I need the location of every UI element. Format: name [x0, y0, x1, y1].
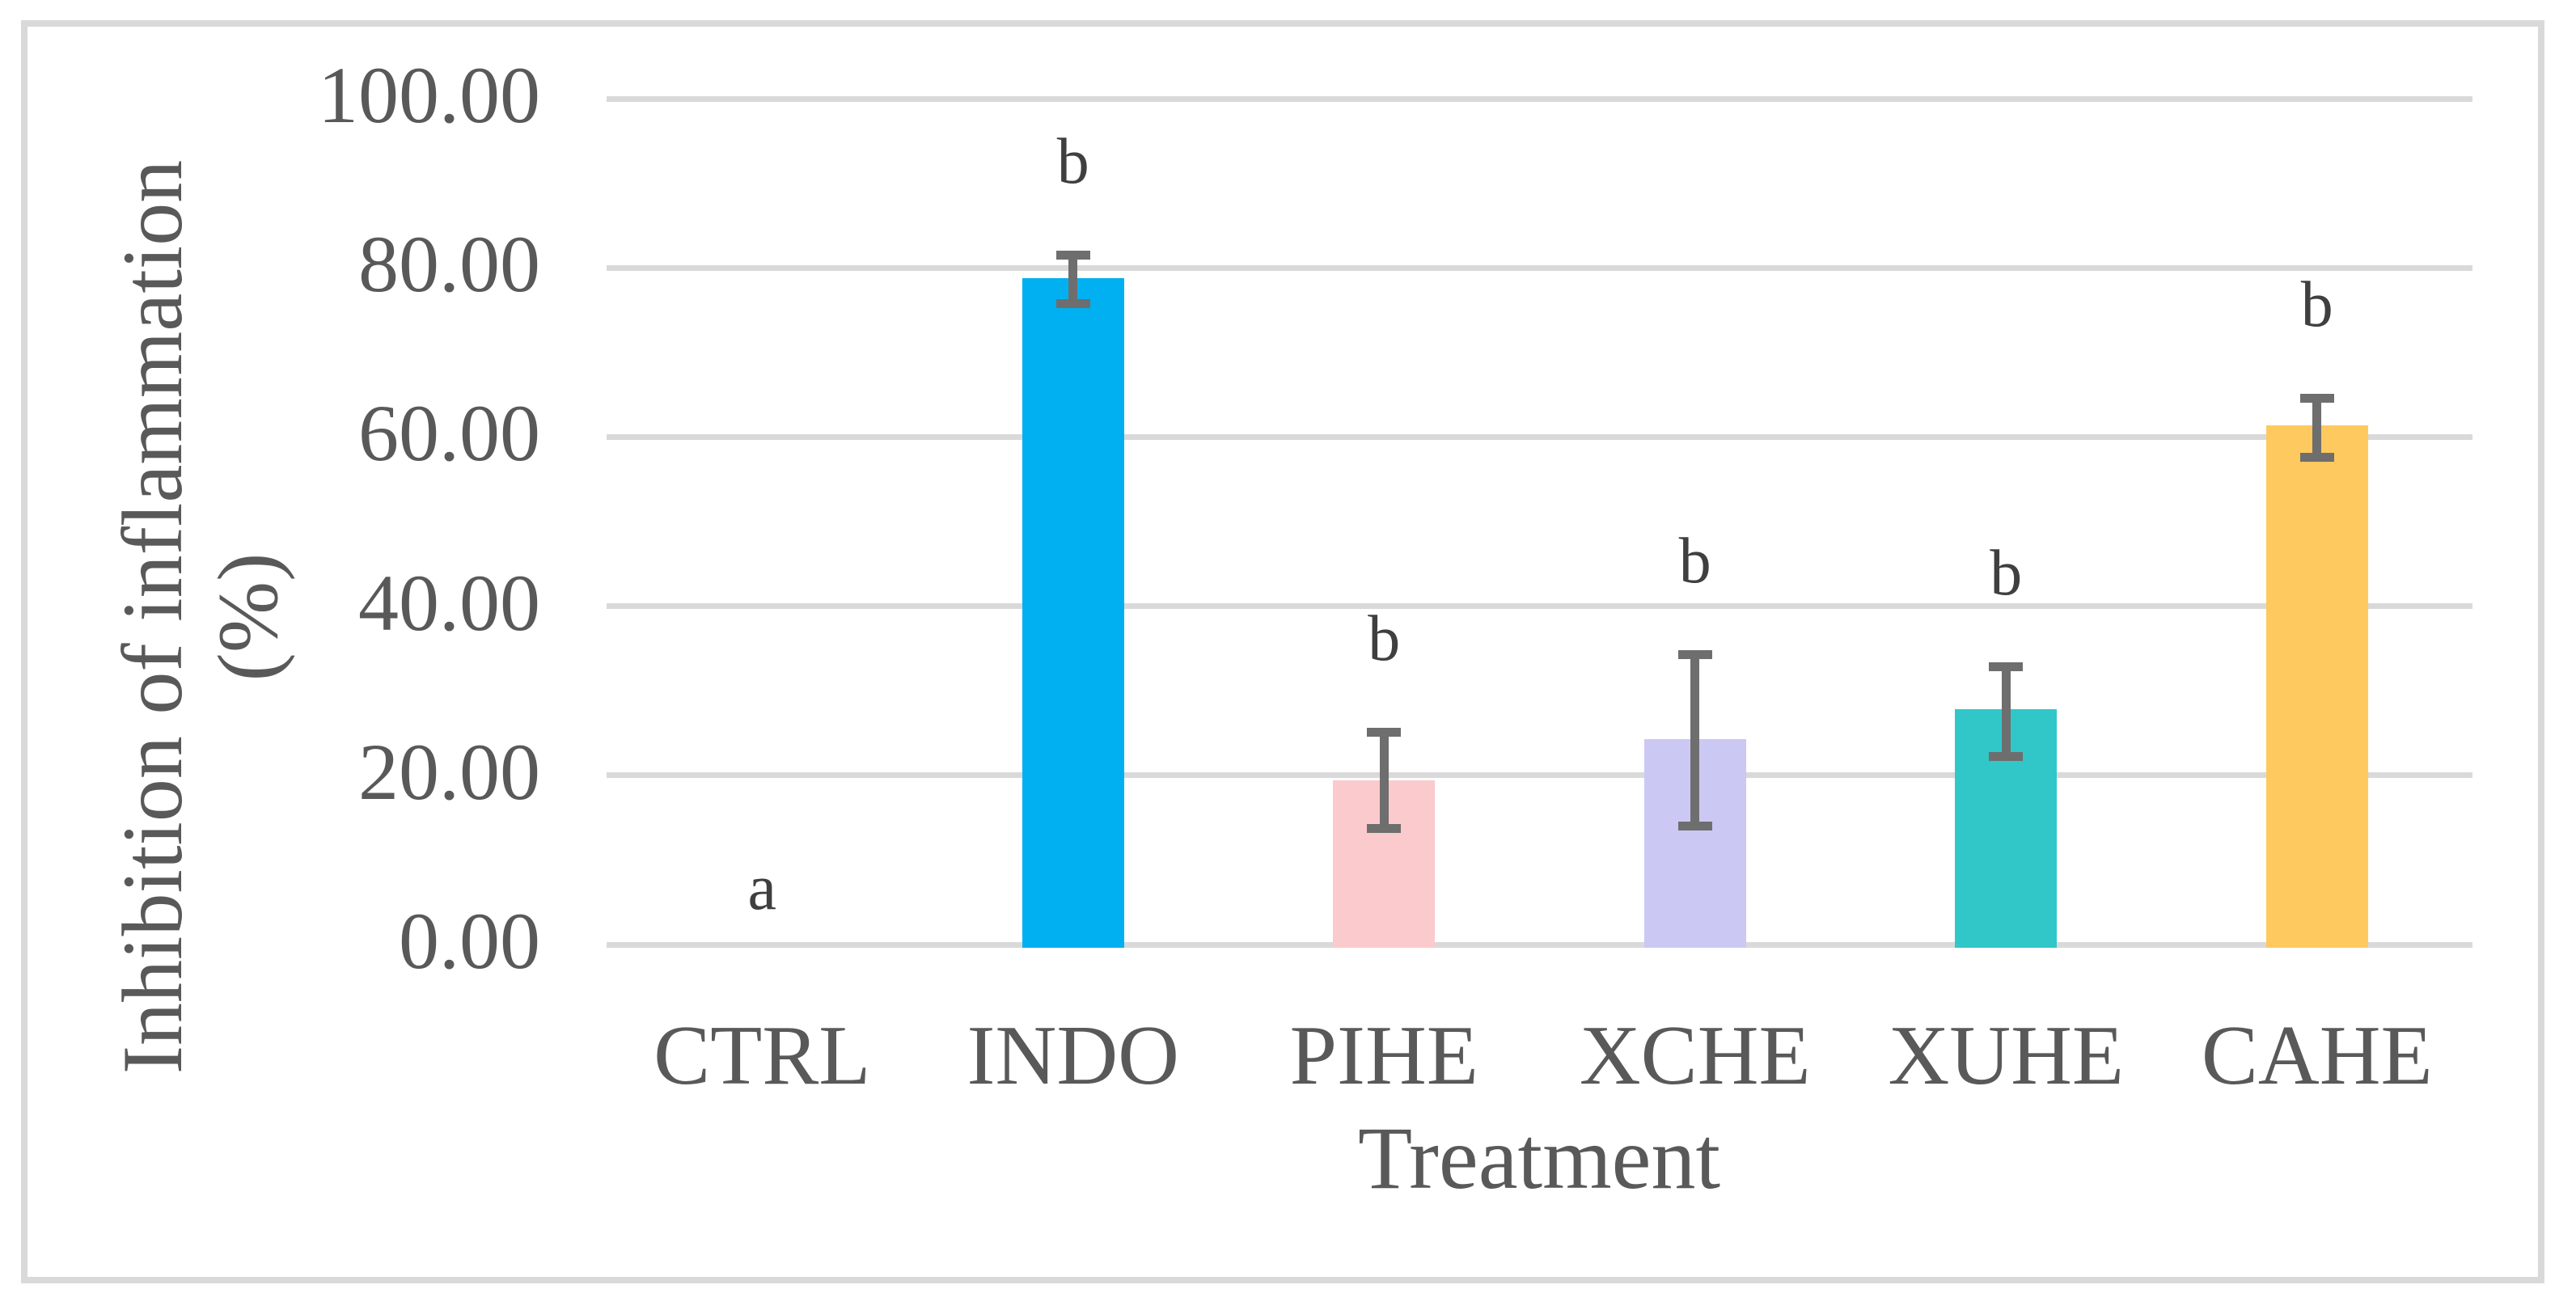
y-axis-tick-label: 40.00: [358, 557, 540, 648]
x-axis-title: Treatment: [1357, 1109, 1721, 1207]
sig-letter-pihe: b: [1368, 603, 1401, 675]
x-axis-tick-label-xuhe: XUHE: [1888, 1008, 2125, 1102]
gridline: [607, 433, 2472, 440]
sig-letter-xche: b: [1678, 525, 1711, 597]
error-bar-cap-top-indo: [1055, 251, 1090, 260]
error-bar-line-cahe: [2312, 394, 2322, 462]
chart-outer-border: [21, 20, 2544, 1283]
y-axis-title-text: Inhibition of inflammation (%): [105, 0, 296, 1264]
error-bar-line-xuhe: [2001, 661, 2011, 761]
x-axis-tick-label-ctrl: CTRL: [654, 1008, 871, 1102]
bar-indo: [1022, 277, 1124, 948]
gridline: [607, 772, 2472, 779]
error-bar-cap-bottom-pihe: [1367, 823, 1402, 833]
error-bar-line-xche: [1690, 649, 1700, 831]
y-axis-tick-label: 80.00: [358, 219, 540, 310]
y-axis-tick-label: 100.00: [318, 50, 540, 140]
sig-letter-indo: b: [1056, 126, 1089, 198]
sig-letter-xuhe: b: [1990, 537, 2023, 609]
error-bar-cap-bottom-xche: [1677, 821, 1712, 831]
sig-letter-cahe: b: [2300, 269, 2333, 341]
y-axis-title-line1: Inhibition of inflammation: [105, 159, 200, 1075]
error-bar-line-indo: [1068, 251, 1078, 309]
error-bar-cap-top-cahe: [2299, 394, 2334, 404]
error-bar-cap-bottom-xuhe: [1989, 752, 2024, 762]
y-axis-tick-label: 60.00: [358, 388, 540, 479]
y-axis-title-line2: (%): [201, 552, 295, 682]
error-bar-cap-bottom-cahe: [2299, 452, 2334, 462]
error-bar-cap-bottom-indo: [1055, 299, 1090, 309]
gridline: [607, 264, 2472, 271]
error-bar-cap-top-pihe: [1367, 728, 1402, 738]
y-axis-tick-label: 20.00: [358, 726, 540, 817]
sig-letter-ctrl: a: [747, 852, 777, 923]
x-axis-tick-label-indo: INDO: [967, 1008, 1179, 1102]
x-axis-tick-label-cahe: CAHE: [2201, 1008, 2433, 1102]
x-axis-tick-label-xche: XCHE: [1579, 1008, 1811, 1102]
error-bar-cap-top-xche: [1677, 649, 1712, 659]
gridline: [607, 941, 2472, 948]
error-bar-cap-top-xuhe: [1989, 661, 2024, 671]
x-axis-tick-label-pihe: PIHE: [1289, 1008, 1478, 1102]
bar-cahe: [2265, 425, 2368, 948]
y-axis-tick-label: 0.00: [399, 896, 540, 986]
gridline: [607, 603, 2472, 610]
gridline: [607, 95, 2472, 102]
error-bar-line-pihe: [1379, 728, 1389, 833]
